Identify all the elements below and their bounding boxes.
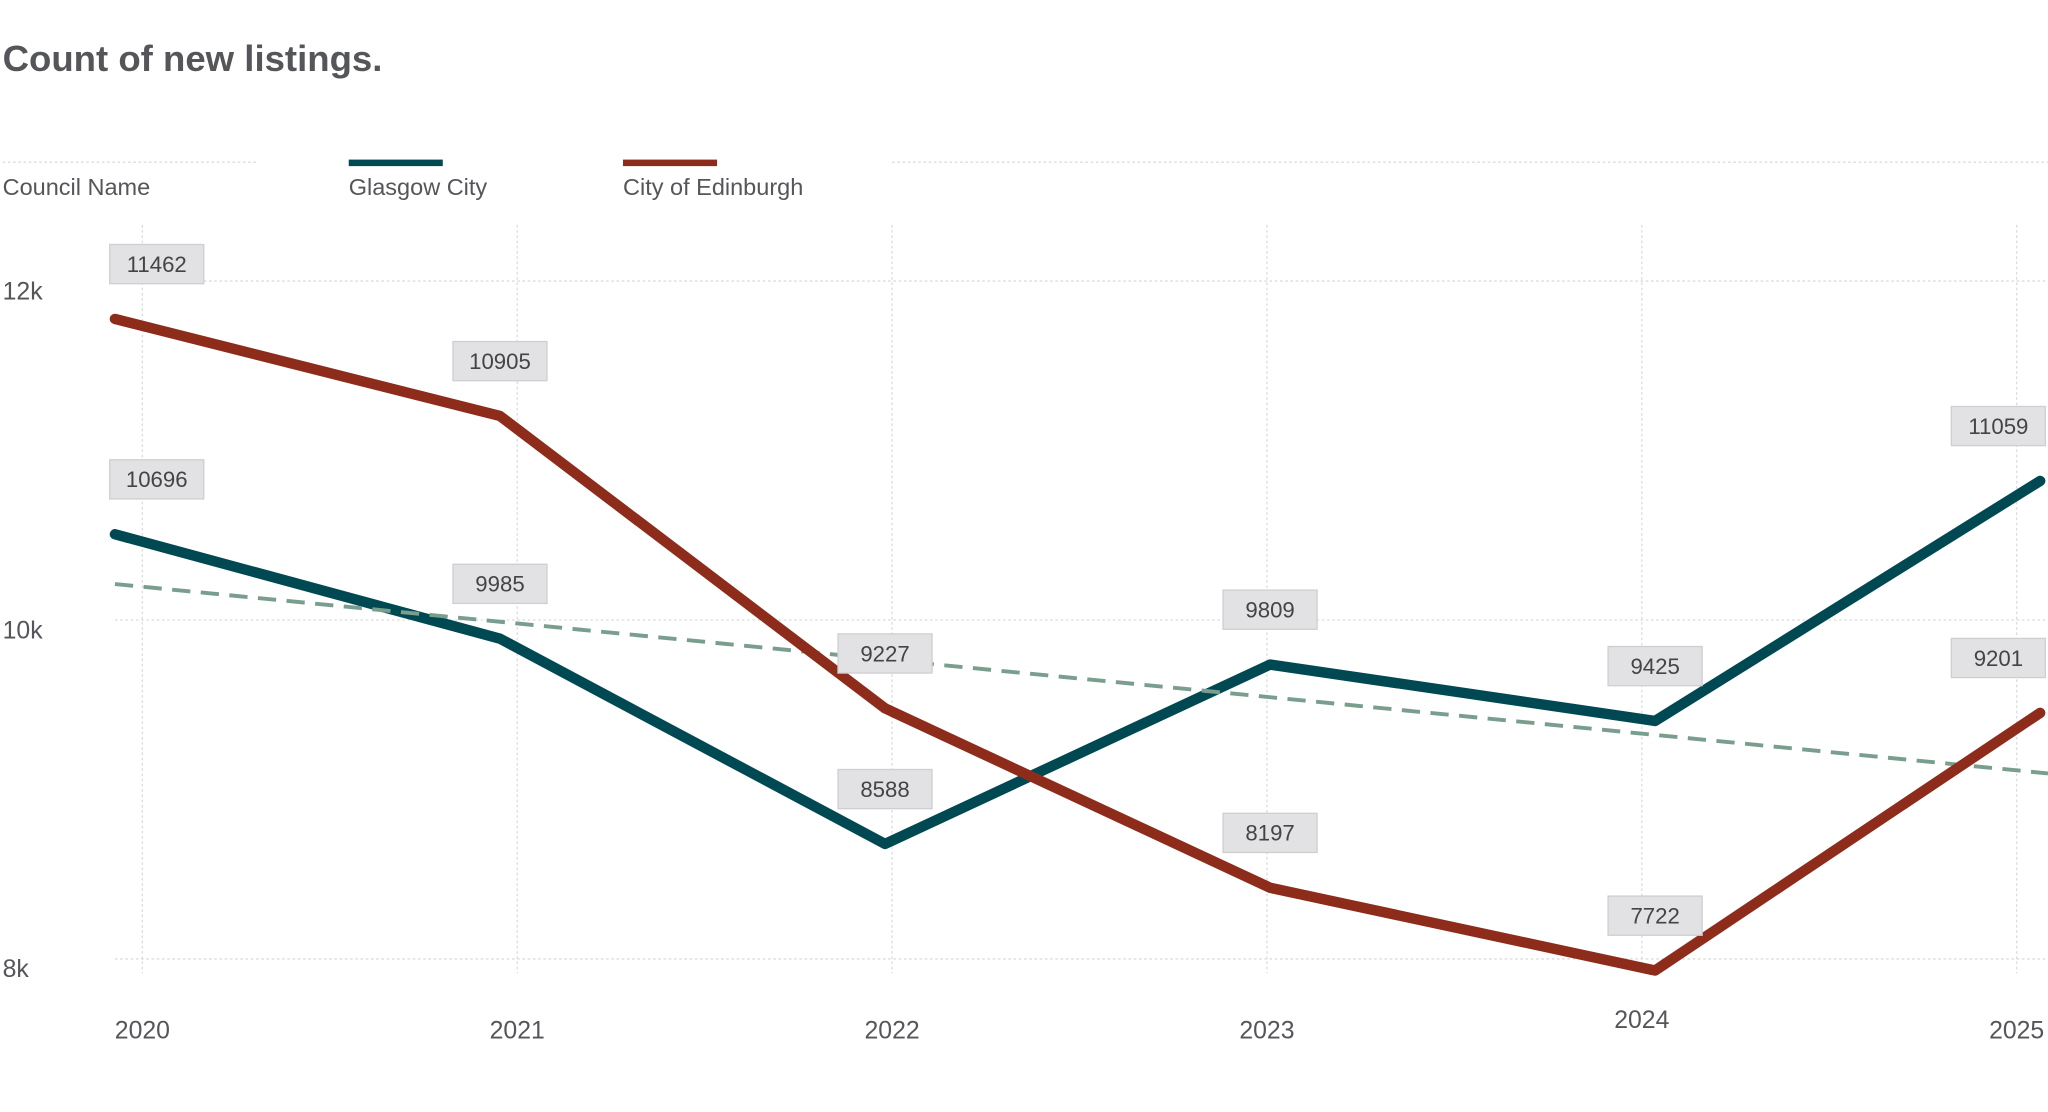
data-label-text: 11462 <box>127 252 187 277</box>
data-label-text: 8588 <box>860 777 909 802</box>
x-tick-label: 2020 <box>115 1018 170 1045</box>
data-label-box <box>1607 645 1703 687</box>
data-label-text: 11059 <box>1968 414 2028 439</box>
legend-title: Council Name <box>3 174 151 200</box>
data-label: 9425 <box>1607 645 1703 687</box>
data-label-text: 10905 <box>469 349 531 374</box>
legend-item-glasgow[interactable]: Glasgow City <box>349 174 488 200</box>
data-label-box <box>452 563 548 605</box>
data-label: 8588 <box>837 768 933 810</box>
legend-swatch-glasgow <box>348 159 443 167</box>
data-label-text: 10696 <box>126 467 188 492</box>
series-line-edinburgh <box>109 313 2046 976</box>
data-label-text: 7722 <box>1630 904 1679 929</box>
data-label-box <box>1222 589 1318 630</box>
data-label-box <box>837 633 933 674</box>
legend-swatch-edinburgh <box>623 159 718 167</box>
chart-title: Count of new listings. <box>3 38 383 79</box>
axis-ticks: 2020 2021 2022 2023 2024 2025 12k 10k 8k <box>3 278 2045 1044</box>
data-label-box <box>109 243 205 285</box>
data-label: 11462 <box>109 243 205 285</box>
legend-item-edinburgh[interactable]: City of Edinburgh <box>623 174 803 200</box>
data-label-text: 9227 <box>860 641 909 666</box>
data-label: 8197 <box>1222 812 1318 854</box>
y-tick-label: 12k <box>3 278 44 305</box>
y-tick-label: 8k <box>3 956 30 983</box>
data-label-box <box>1607 895 1703 936</box>
series <box>109 313 2048 976</box>
data-label-box <box>1950 405 2047 447</box>
data-label-box <box>837 768 933 810</box>
data-label: 9227 <box>837 633 933 674</box>
data-label-box <box>452 340 548 382</box>
trend-line <box>114 582 2048 776</box>
x-tick-label: 2022 <box>864 1018 919 1045</box>
x-tick-label: 2025 <box>1989 1018 2044 1045</box>
data-label: 11059 <box>1950 405 2047 447</box>
data-label-text: 9425 <box>1630 654 1679 679</box>
data-label: 9985 <box>452 563 548 605</box>
data-label-text: 8197 <box>1245 821 1294 846</box>
x-tick-label: 2024 <box>1614 1007 1669 1034</box>
grid <box>114 224 2048 974</box>
y-tick-label: 10k <box>3 617 44 644</box>
data-label: 10905 <box>452 340 548 382</box>
data-label: 10696 <box>109 459 205 500</box>
data-label-text: 9201 <box>1974 646 2023 671</box>
data-label: 9809 <box>1222 589 1318 630</box>
series-line-glasgow <box>109 475 2046 850</box>
data-label-box <box>1222 812 1318 854</box>
legend: Council Name Glasgow City City of Edinbu… <box>3 159 2048 200</box>
data-label: 7722 <box>1607 895 1703 936</box>
data-label-text: 9809 <box>1245 598 1294 623</box>
data-label-text: 9985 <box>475 572 524 597</box>
x-tick-label: 2023 <box>1239 1018 1294 1045</box>
x-tick-label: 2021 <box>490 1018 545 1045</box>
data-labels: 10696 9985 8588 9809 9425 11059 11462 10905 9227… <box>109 243 2047 936</box>
data-label-box <box>109 459 205 500</box>
data-label-box <box>1950 637 2047 679</box>
data-label: 9201 <box>1950 637 2047 679</box>
